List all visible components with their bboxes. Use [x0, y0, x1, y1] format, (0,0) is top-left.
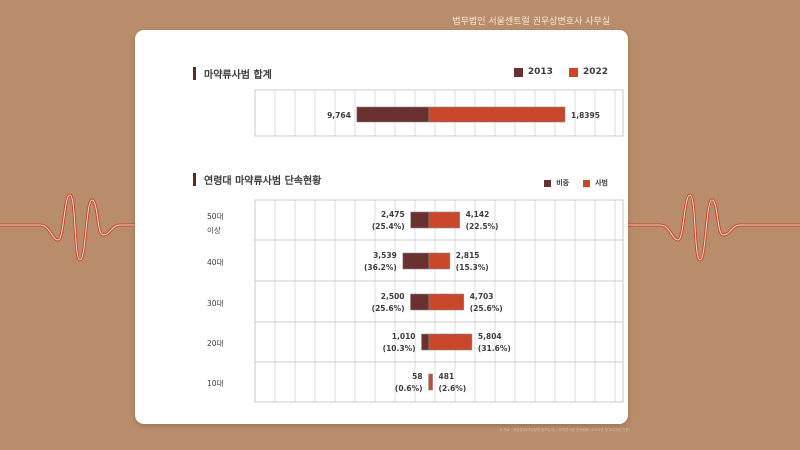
heartbeat-wave-right: [626, 193, 800, 262]
header-text: 법무법인 서울센트럴 권우상변호사 사무실: [452, 17, 610, 27]
label-offenders-pct-0: (22.5%): [466, 222, 499, 231]
chart-1-title-text: 마약류사범 합계: [204, 70, 272, 81]
label-offenders-pct-3: (31.6%): [478, 344, 511, 353]
chart-2-title-text: 연령대 마약류사범 단속현황: [204, 176, 322, 187]
category-label-3: 20대: [207, 339, 224, 348]
legend-swatch-2013: [513, 67, 523, 77]
label-ratio-count-2: 2,500: [381, 292, 405, 301]
legend-swatch-2022: [568, 67, 578, 77]
label-ratio-count-3: 1,010: [392, 332, 416, 341]
charts-svg: 9,764 1,8395 2,475 (25.4%) 4,142 (22.5%) 50대이상…: [207, 89, 624, 403]
chart-1-legend: 2013 2022: [513, 67, 608, 77]
chart-2-legend: 비중 사범: [544, 178, 608, 188]
chart-2-grid-border: [254, 199, 624, 403]
legend-label-2013: 2013: [527, 67, 553, 77]
label-total-2022: 1,8395: [571, 111, 600, 120]
bar-ratio-2: [410, 293, 430, 311]
label-offenders-count-0: 4,142: [466, 210, 490, 219]
title-accent-bar: [193, 67, 196, 80]
bar-offenders-2: [428, 293, 465, 311]
bar-offenders-3: [428, 333, 473, 351]
label-offenders-count-2: 4,703: [470, 292, 494, 301]
label-ratio-count-0: 2,475: [381, 210, 405, 219]
heartbeat-wave-left: [0, 193, 137, 262]
bar-total-2013: [356, 106, 430, 123]
bar-total-2022: [428, 106, 566, 123]
title-accent-bar: [193, 173, 196, 186]
source-note: ※ 자료 : 대검찰청(대검찰청 범죄분석) / 마약류사범 단속현황 (201…: [499, 428, 630, 432]
bar-ratio-1: [402, 252, 430, 270]
label-offenders-count-4: 481: [439, 372, 455, 381]
legend-swatch-ratio: [544, 179, 552, 187]
category-label-2: 30대: [207, 299, 224, 308]
legend-label-offenders: 사범: [595, 179, 608, 187]
label-offenders-pct-1: (15.3%): [456, 263, 489, 272]
heartbeat-wave-left-inner: [0, 194, 136, 261]
chart-1-title: 마약류사범 합계: [193, 66, 272, 81]
bar-ratio-0: [410, 211, 430, 229]
legend-label-ratio: 비중: [556, 179, 570, 187]
category-label-4: 10대: [207, 379, 224, 388]
category-label-0: 50대: [207, 212, 224, 221]
label-ratio-pct-2: (25.6%): [372, 304, 405, 313]
label-ratio-count-1: 3,539: [373, 251, 397, 260]
label-ratio-pct-4: (0.6%): [395, 384, 423, 393]
label-ratio-pct-3: (10.3%): [383, 344, 416, 353]
bar-offenders-0: [428, 211, 460, 229]
chart-2-title: 연령대 마약류사범 단속현황: [193, 172, 321, 187]
legend-swatch-offenders: [583, 179, 591, 187]
label-ratio-pct-1: (36.2%): [364, 263, 397, 272]
chart-card: 마약류사범 합계 2013 2022 연령대 마약류사범 단속현황 비중 사범 …: [135, 30, 628, 424]
bar-ratio-3: [421, 333, 430, 351]
chart-1-grid-border: [254, 89, 624, 137]
label-ratio-pct-0: (25.4%): [372, 222, 405, 231]
bar-offenders-4: [428, 373, 433, 391]
label-total-2013: 9,764: [327, 111, 351, 120]
legend-label-2022: 2022: [582, 67, 608, 77]
label-offenders-pct-2: (25.6%): [470, 304, 503, 313]
category-label-0-line2: 이상: [207, 225, 221, 235]
label-offenders-count-3: 5,804: [478, 332, 502, 341]
label-offenders-pct-4: (2.6%): [439, 384, 467, 393]
category-label-1: 40대: [207, 258, 224, 267]
label-ratio-count-4: 58: [412, 372, 422, 381]
heartbeat-wave-right-inner: [627, 194, 800, 261]
label-offenders-count-1: 2,815: [456, 251, 480, 260]
bar-offenders-1: [428, 252, 451, 270]
